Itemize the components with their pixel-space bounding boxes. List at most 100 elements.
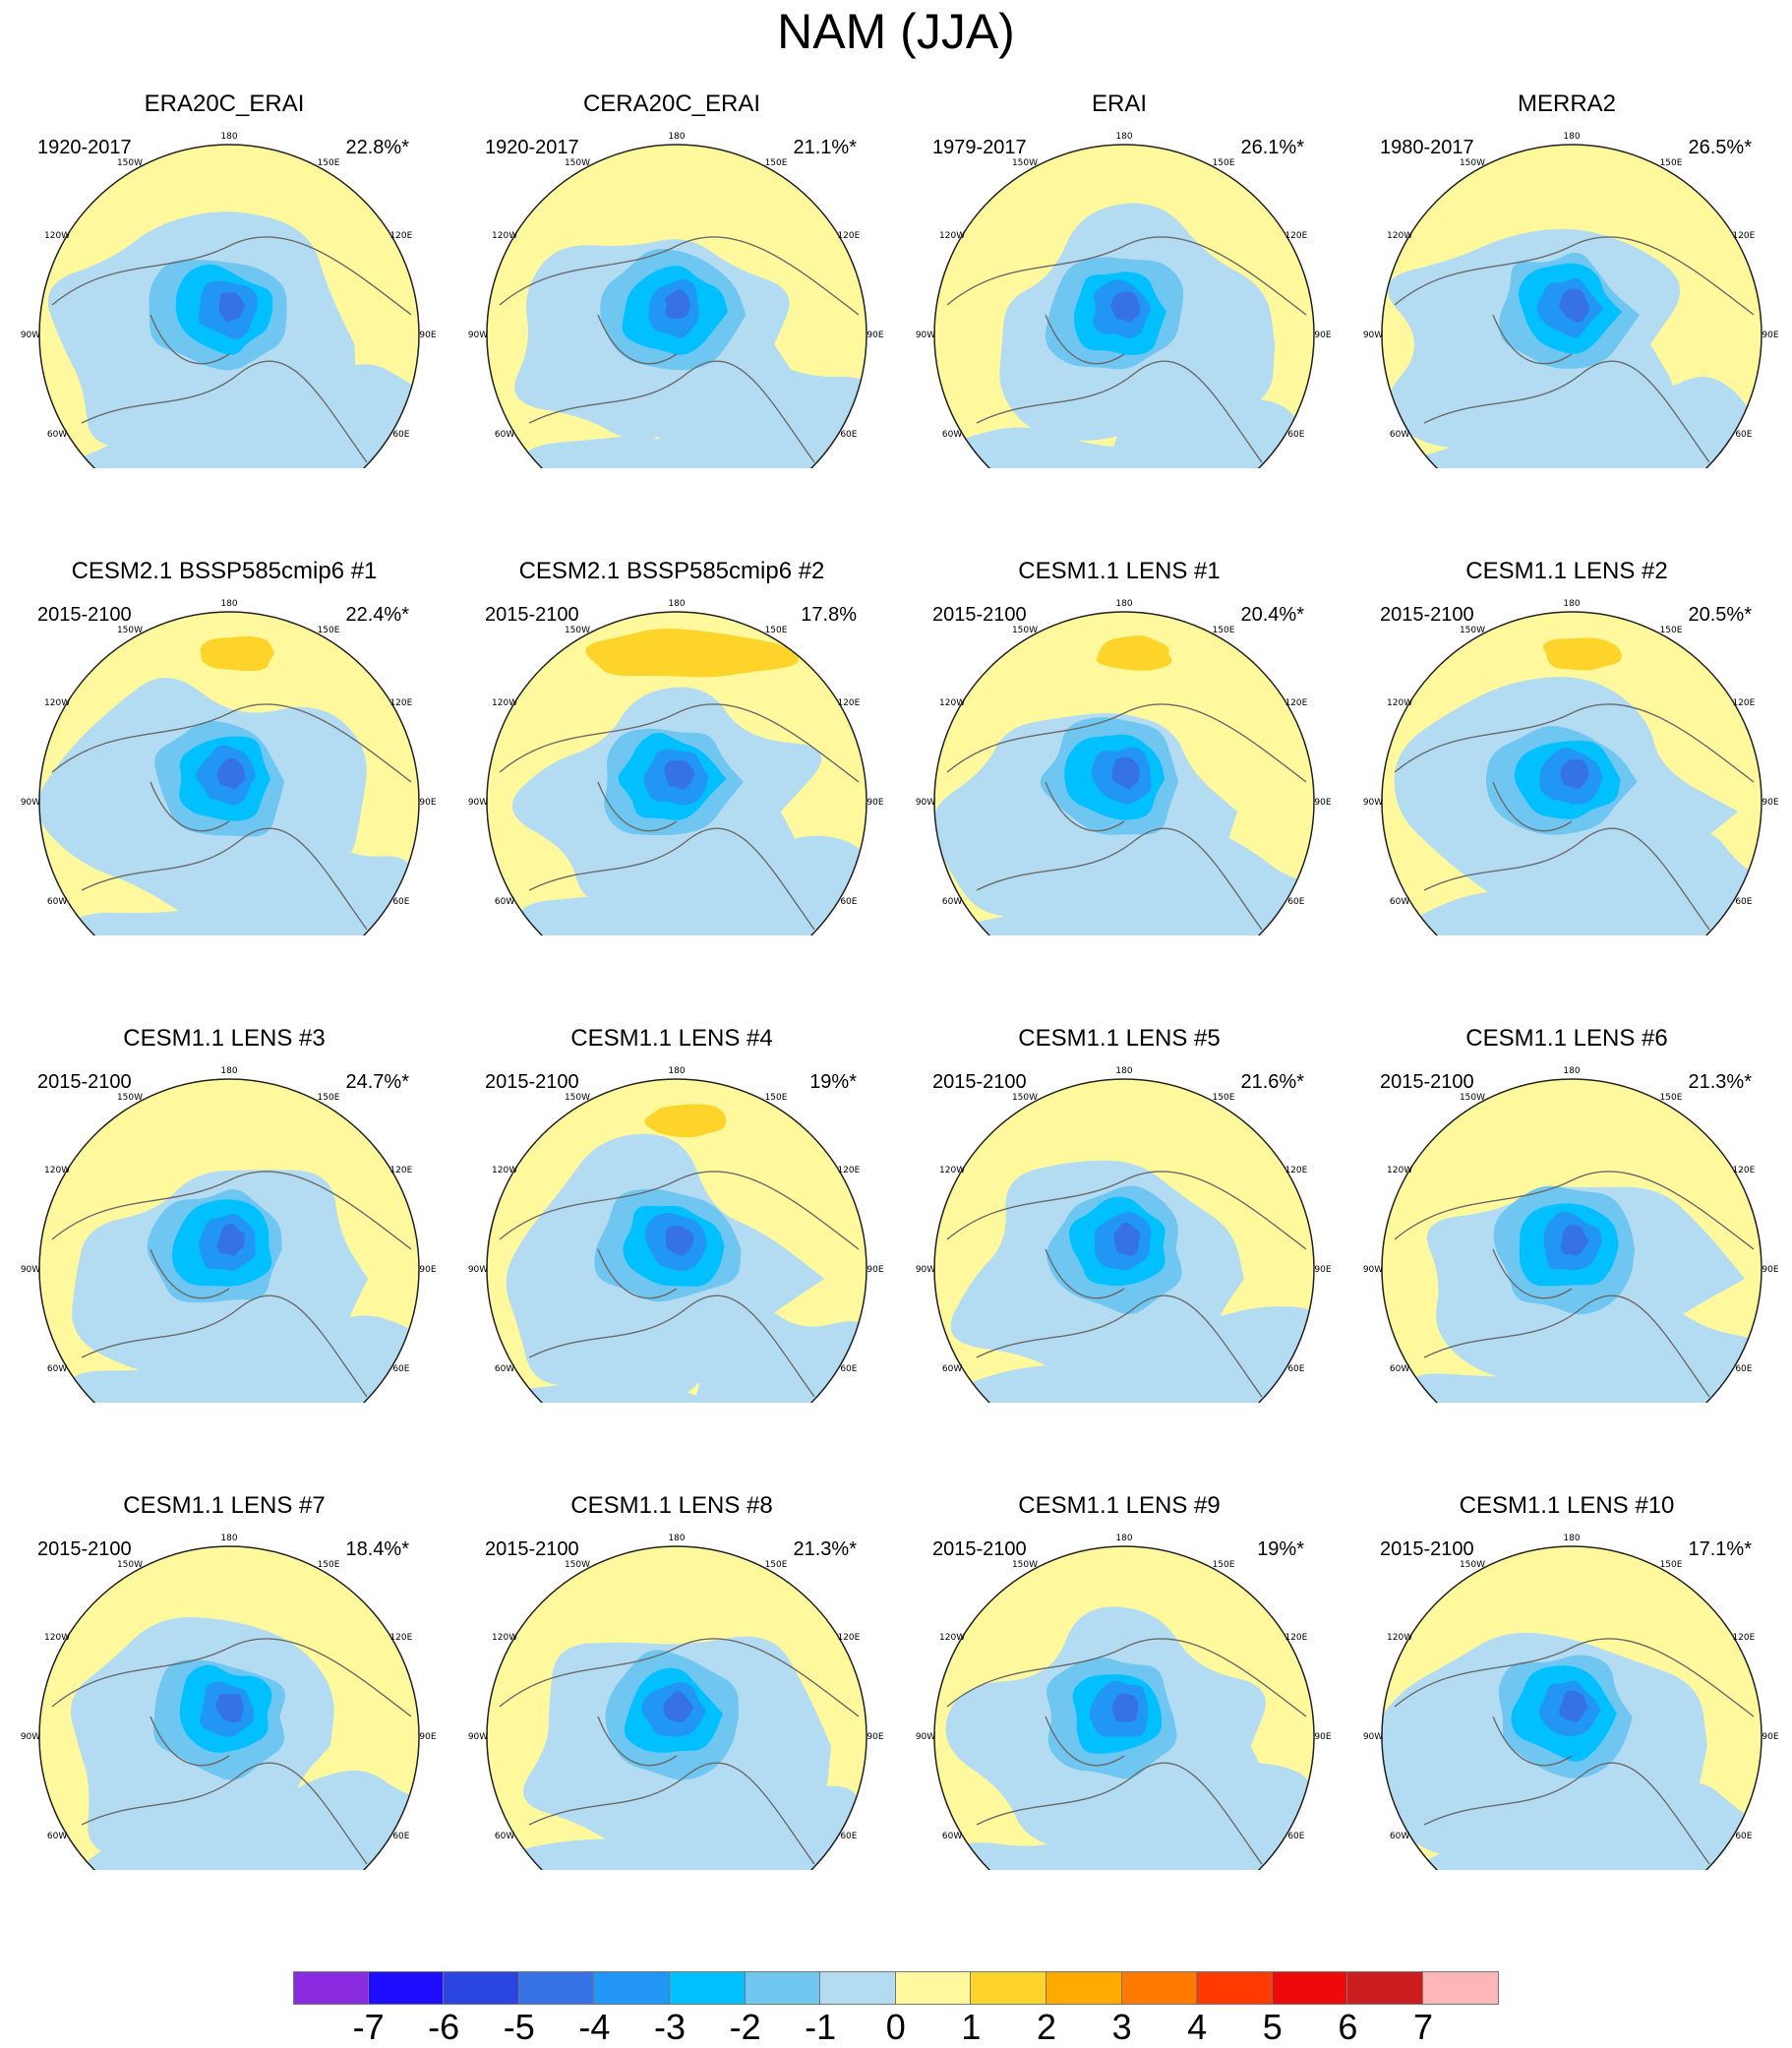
polar-map: 180150E120E90E60E30E030W60W90W120W150W — [916, 599, 1332, 935]
longitude-label: 150E — [1213, 1560, 1235, 1570]
colorbar-label: 2 — [1036, 2007, 1057, 2047]
longitude-label: 60E — [1287, 897, 1304, 907]
colorbar-label: 7 — [1412, 2007, 1434, 2047]
longitude-label: 90W — [21, 1732, 40, 1742]
polar-map: 180150E120E90E60E30E030W60W90W120W150W — [21, 599, 437, 935]
longitude-label: 90W — [1363, 1732, 1383, 1742]
longitude-label: 180 — [668, 1066, 685, 1076]
polar-map: 180150E120E90E60E30E030W60W90W120W150W — [916, 1534, 1332, 1870]
longitude-label: 60W — [495, 1832, 514, 1841]
panel-period: 2015-2100 — [932, 604, 1027, 626]
negative-region — [1382, 889, 1654, 935]
longitude-label: 150W — [1460, 626, 1485, 635]
longitude-label: 150E — [318, 1093, 340, 1103]
panel-period: 2015-2100 — [37, 1071, 132, 1093]
longitude-label: 90W — [1363, 798, 1383, 808]
colorbar-box — [1121, 1972, 1198, 2004]
arctic-low — [1110, 291, 1141, 323]
colorbar-box — [594, 1972, 670, 2004]
map-panel: 180150E120E90E60E30E030W60W90W120W150WER… — [0, 0, 448, 468]
coastline — [499, 1171, 860, 1398]
negative-region — [209, 364, 419, 468]
longitude-label: 180 — [1115, 1066, 1132, 1076]
map-panel: 180150E120E90E60E30E030W60W90W120W150WCE… — [895, 934, 1344, 1403]
panel-period: 2015-2100 — [37, 1538, 132, 1560]
longitude-label: 120E — [1732, 1166, 1755, 1175]
coastline — [946, 1171, 1307, 1398]
panel-variance: 21.3%* — [1688, 1071, 1753, 1093]
negative-region — [39, 1368, 325, 1403]
longitude-label: 60W — [47, 1832, 67, 1841]
colorbar-box — [518, 1972, 595, 2004]
polar-map: 180150E120E90E60E30E030W60W90W120W150W — [1363, 1534, 1779, 1870]
longitude-label: 180 — [668, 599, 685, 609]
longitude-label: 120E — [1284, 1166, 1307, 1175]
colorbar-label: -4 — [578, 2007, 611, 2047]
negative-region — [487, 894, 751, 935]
longitude-label: 90E — [419, 331, 436, 340]
map-boundary — [1381, 144, 1762, 468]
longitude-label: 150E — [765, 1093, 788, 1103]
colorbar — [293, 1971, 1499, 2005]
positive-anomaly — [1096, 635, 1172, 671]
map-boundary — [1381, 1078, 1762, 1403]
colorbar-box — [1422, 1972, 1499, 2004]
panel-variance: 26.1%* — [1240, 137, 1305, 158]
longitude-label: 120E — [837, 1166, 860, 1175]
longitude-label: 120W — [1387, 1633, 1412, 1643]
negative-region — [496, 436, 751, 468]
arctic-low — [665, 289, 690, 319]
arctic-low — [215, 1693, 244, 1723]
map-boundary — [486, 1545, 867, 1870]
coastline — [499, 1638, 860, 1865]
longitude-label: 120E — [1732, 698, 1755, 708]
longitude-label: 90W — [1363, 331, 1383, 340]
coastline — [1394, 236, 1755, 463]
longitude-label: 90W — [468, 1265, 488, 1275]
longitude-label: 90E — [1314, 1265, 1331, 1275]
map-panel: 180150E120E90E60E30E030W60W90W120W150WCE… — [448, 0, 896, 468]
panel-variance: 21.1%* — [793, 137, 858, 158]
longitude-label: 60W — [495, 1364, 514, 1374]
panel-period: 2015-2100 — [932, 1538, 1027, 1560]
longitude-label: 60E — [392, 897, 409, 907]
longitude-label: 150W — [565, 158, 590, 168]
colorbar-box — [1272, 1972, 1348, 2004]
colorbar-labels: -7 -6 -5 -4 -3 -2 -1 0 1 2 3 4 5 6 7 — [0, 2007, 1792, 2048]
polar-map: 180150E120E90E60E30E030W60W90W120W150W — [1363, 1066, 1779, 1403]
longitude-label: 90W — [916, 798, 935, 808]
negative-region — [1109, 373, 1314, 468]
longitude-label: 60E — [392, 1832, 409, 1841]
longitude-label: 180 — [220, 1066, 237, 1076]
colorbar-label: 4 — [1187, 2007, 1208, 2047]
longitude-label: 150W — [117, 1093, 143, 1103]
longitude-label: 180 — [1115, 599, 1132, 609]
longitude-label: 120E — [389, 1633, 412, 1643]
polar-map: 180150E120E90E60E30E030W60W90W120W150W — [916, 1066, 1332, 1403]
negative-region — [237, 837, 419, 935]
polar-map: 180150E120E90E60E30E030W60W90W120W150W — [468, 132, 884, 468]
panel-title: MERRA2 — [1517, 90, 1617, 117]
panel-variance: 24.7%* — [345, 1071, 410, 1093]
panel-variance: 19%* — [809, 1071, 857, 1093]
positive-anomaly — [200, 635, 274, 672]
longitude-label: 180 — [1563, 1534, 1580, 1543]
map-panel: 180150E120E90E60E30E030W60W90W120W150WCE… — [0, 467, 448, 935]
longitude-label: 180 — [668, 132, 685, 142]
panel-title: CESM1.1 LENS #1 — [1018, 558, 1221, 584]
polar-map: 180150E120E90E60E30E030W60W90W120W150W — [21, 1534, 437, 1870]
map-panel: 180150E120E90E60E30E030W60W90W120W150WCE… — [1343, 467, 1791, 935]
longitude-label: 60E — [840, 897, 857, 907]
panel-variance: 21.6%* — [1240, 1071, 1305, 1093]
panel-title: CESM1.1 LENS #10 — [1459, 1492, 1675, 1519]
panel-variance: 20.4%* — [1240, 604, 1305, 626]
panel-title: CESM1.1 LENS #3 — [123, 1025, 326, 1052]
longitude-label: 150E — [765, 626, 788, 635]
coastline — [499, 236, 860, 463]
map-panel: 180150E120E90E60E30E030W60W90W120W150WCE… — [1343, 934, 1791, 1403]
negative-region — [1582, 1782, 1762, 1870]
panel-title: CESM1.1 LENS #4 — [570, 1025, 773, 1052]
map-boundary — [486, 1078, 867, 1403]
colorbar-box — [820, 1972, 896, 2004]
longitude-label: 180 — [1563, 1066, 1580, 1076]
